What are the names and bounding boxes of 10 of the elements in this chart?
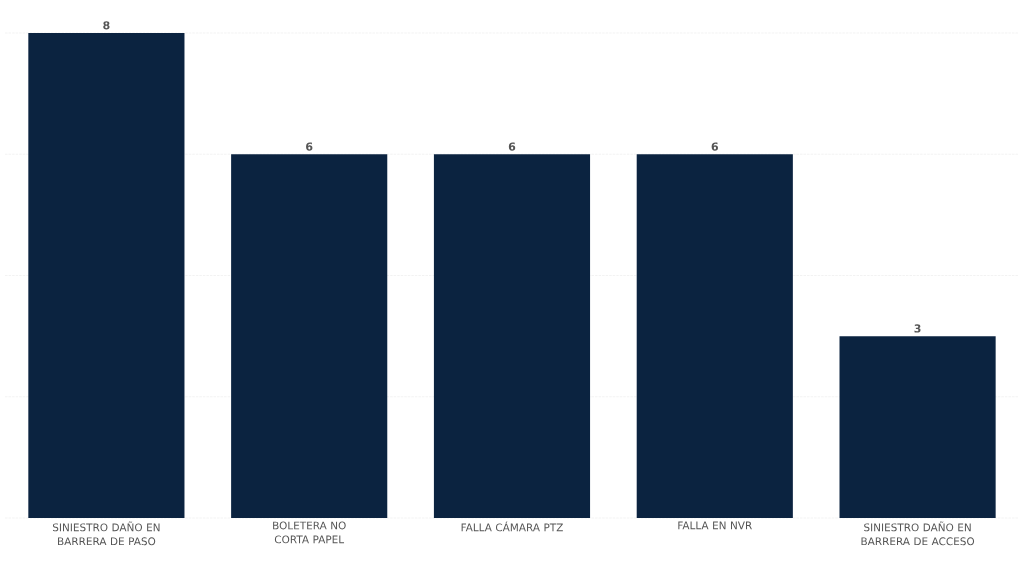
data-label: 8 — [103, 21, 110, 30]
data-label: 3 — [914, 324, 921, 333]
x-tick-label: SINIESTRO DAÑO EN BARRERA DE PASO — [52, 521, 160, 546]
data-label: 6 — [711, 142, 718, 151]
data-label: 6 — [508, 142, 516, 151]
x-tick-label: BOLETERA NO CORTA PAPEL — [273, 521, 346, 544]
x-tick-label: FALLA CÁMARA PTZ — [461, 521, 563, 532]
data-label: 6 — [306, 142, 313, 151]
x-tick-label: FALLA EN NVR — [678, 521, 752, 530]
x-tick-label: SINIESTRO DAÑO EN BARRERA DE ACCESO — [861, 521, 975, 546]
